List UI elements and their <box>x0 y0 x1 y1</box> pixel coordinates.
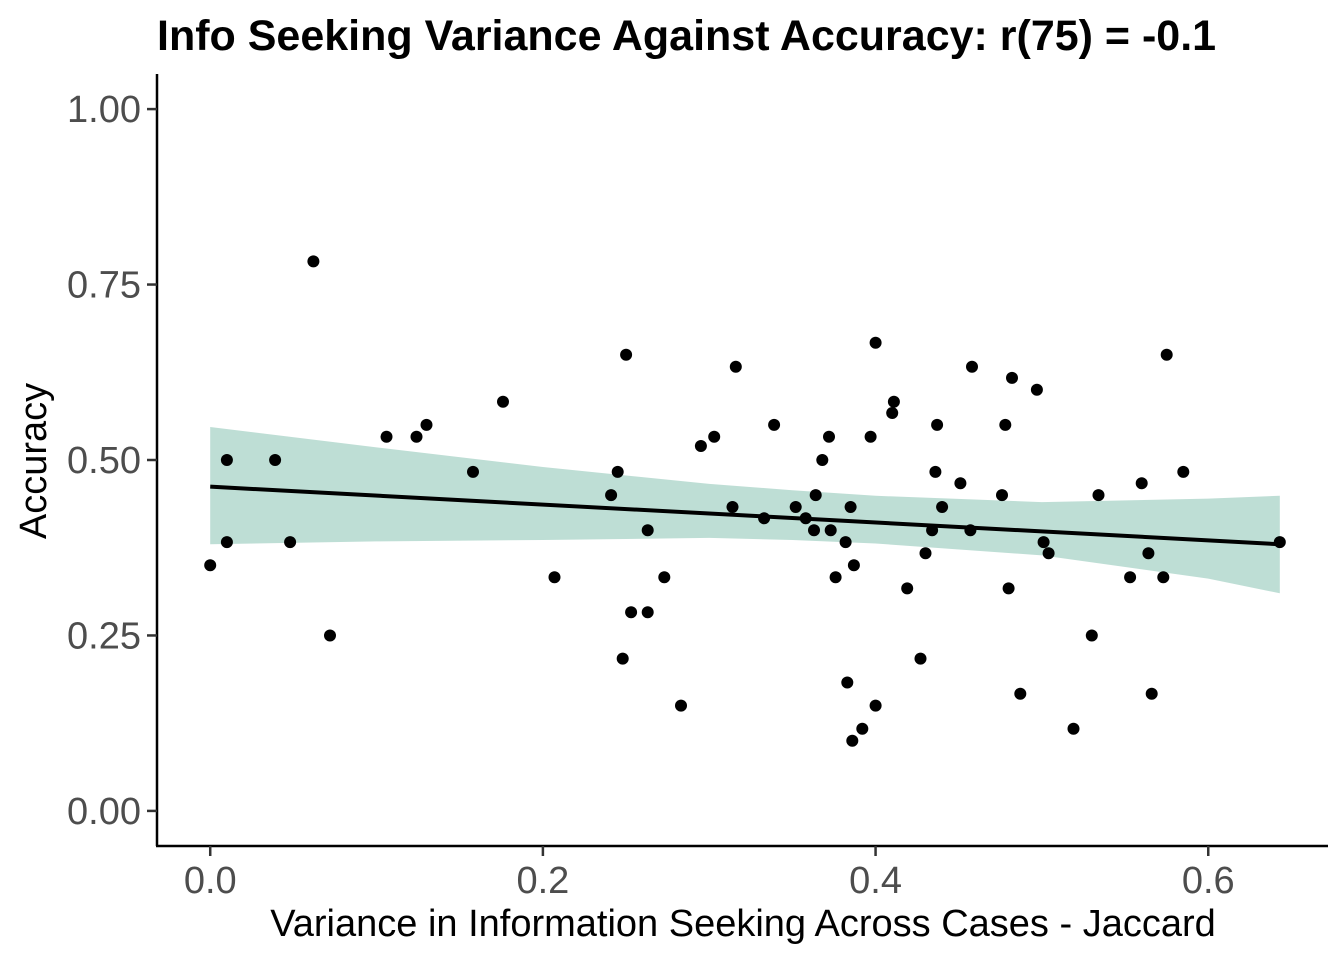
data-point <box>919 547 932 560</box>
y-tick-label: 0.00 <box>67 791 141 833</box>
data-point <box>726 501 739 513</box>
data-point <box>809 489 822 502</box>
x-axis-title: Variance in Information Seeking Across C… <box>270 903 1216 945</box>
y-tick-label: 0.25 <box>67 615 141 657</box>
y-axis-ticks: 0.00 0.25 0.50 0.75 1.00 <box>67 89 157 833</box>
y-tick-label: 0.50 <box>67 440 141 482</box>
data-point <box>824 524 837 537</box>
x-axis-ticks: 0.0 0.2 0.4 0.6 <box>184 846 1235 902</box>
data-point <box>1006 371 1018 384</box>
data-point <box>789 501 802 513</box>
data-point <box>816 454 829 466</box>
data-point <box>1160 348 1173 361</box>
confidence-band <box>210 427 1280 594</box>
data-point <box>620 348 633 361</box>
confidence-band-layer <box>210 427 1280 594</box>
data-point <box>641 524 654 537</box>
data-point <box>1177 465 1190 478</box>
regression-line <box>210 484 1280 547</box>
data-point <box>964 524 977 537</box>
data-point <box>758 512 771 525</box>
data-point <box>1067 722 1080 735</box>
data-point <box>675 699 687 712</box>
data-point <box>1092 489 1105 502</box>
data-point <box>410 430 423 443</box>
data-point <box>307 255 320 268</box>
x-tick-label: 0.2 <box>516 860 569 902</box>
data-point <box>548 571 561 584</box>
data-point <box>914 652 927 665</box>
data-point <box>1037 536 1050 549</box>
data-point <box>641 606 654 619</box>
y-tick-label: 1.00 <box>67 89 141 131</box>
data-point <box>799 512 812 525</box>
data-point <box>605 489 618 502</box>
data-point <box>886 407 899 419</box>
data-point <box>823 430 835 443</box>
data-point <box>616 652 629 665</box>
data-point <box>926 524 939 537</box>
data-point <box>694 440 707 452</box>
data-point <box>1014 687 1027 700</box>
x-tick-label: 0.6 <box>1182 860 1235 902</box>
data-point <box>844 501 857 513</box>
data-point <box>1145 687 1158 700</box>
data-point <box>954 477 967 490</box>
data-point <box>269 454 282 466</box>
data-point <box>1273 536 1286 549</box>
data-point <box>1142 547 1155 560</box>
data-point <box>1042 547 1055 560</box>
data-point <box>324 629 336 642</box>
data-point <box>1002 582 1015 595</box>
data-point <box>999 418 1012 431</box>
x-tick-label: 0.4 <box>849 860 902 902</box>
data-point <box>846 734 859 747</box>
data-point <box>996 489 1008 502</box>
data-point <box>839 536 852 549</box>
data-point <box>658 571 671 584</box>
data-point <box>611 465 624 478</box>
data-point <box>808 524 820 537</box>
data-point <box>204 559 217 572</box>
data-point <box>625 606 638 619</box>
data-point <box>901 582 914 595</box>
data-point <box>497 395 509 408</box>
chart-title: Info Seeking Variance Against Accuracy: … <box>157 12 1216 60</box>
data-point <box>856 722 869 735</box>
data-point <box>869 336 882 349</box>
data-point <box>1135 477 1148 490</box>
data-point <box>729 360 742 373</box>
data-point <box>284 536 297 549</box>
data-point <box>869 699 882 712</box>
data-point <box>708 430 721 443</box>
data-point <box>847 559 860 572</box>
data-point <box>1085 629 1098 642</box>
data-point <box>420 418 433 431</box>
data-point <box>929 465 942 478</box>
data-point <box>1124 571 1137 584</box>
data-point <box>887 395 900 408</box>
data-point <box>1157 571 1170 584</box>
data-point <box>936 501 949 513</box>
y-tick-label: 0.75 <box>67 265 141 307</box>
data-point <box>380 430 393 443</box>
data-point <box>931 418 944 431</box>
data-point <box>829 571 842 584</box>
x-tick-label: 0.0 <box>184 860 237 902</box>
data-point <box>220 454 233 466</box>
data-point <box>220 536 233 549</box>
data-point <box>768 418 781 431</box>
data-point <box>467 465 479 478</box>
data-point <box>864 430 877 443</box>
data-point <box>966 360 978 373</box>
data-points-layer <box>204 255 1286 747</box>
y-axis-title: Accuracy <box>13 383 55 539</box>
regression-line-layer <box>210 484 1280 547</box>
data-point <box>1030 383 1043 396</box>
data-point <box>841 676 854 689</box>
